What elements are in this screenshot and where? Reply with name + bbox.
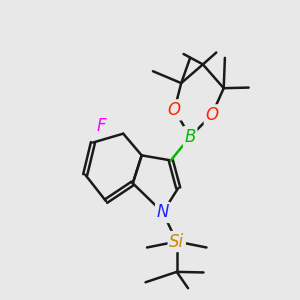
Text: F: F xyxy=(96,117,106,135)
Text: O: O xyxy=(205,106,218,124)
Text: N: N xyxy=(157,203,169,221)
Text: O: O xyxy=(168,101,181,119)
Text: B: B xyxy=(184,128,196,146)
Text: Si: Si xyxy=(169,232,184,250)
